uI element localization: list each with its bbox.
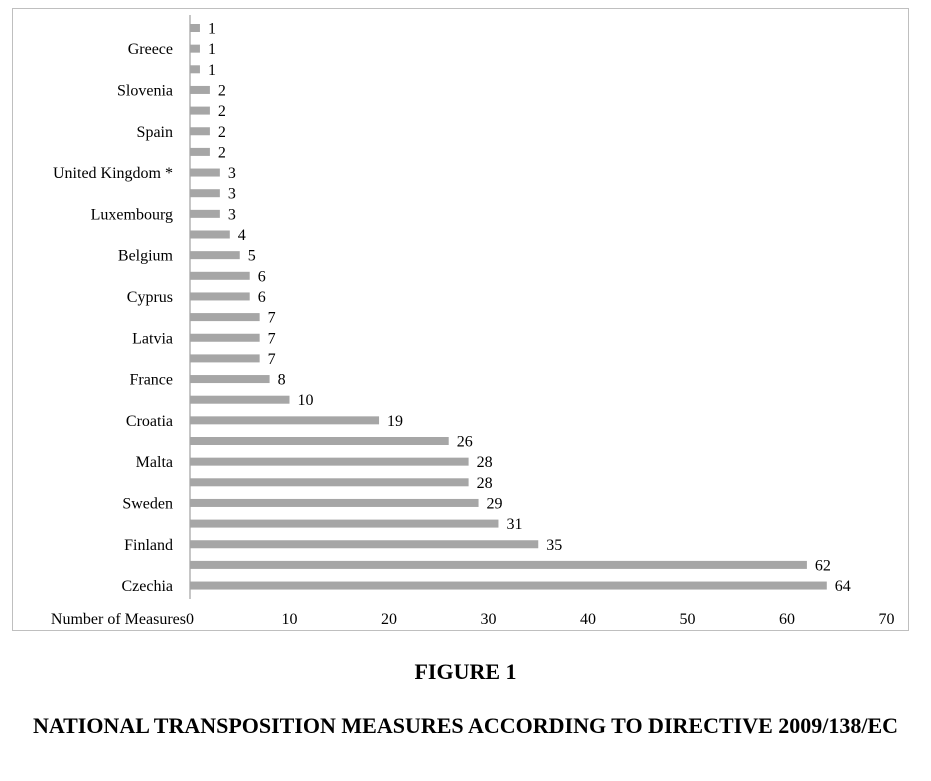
figure-label: FIGURE 1 [414, 659, 517, 684]
category-label: Latvia [132, 330, 173, 347]
data-label: 2 [218, 124, 226, 141]
data-label: 8 [278, 372, 286, 389]
x-axis-title: Number of Measures [51, 611, 186, 628]
bar [190, 271, 250, 280]
data-label: 2 [218, 144, 226, 161]
bar [190, 127, 210, 136]
category-label: Croatia [126, 413, 173, 430]
bar [190, 209, 220, 218]
bar [190, 251, 240, 260]
bar [190, 416, 380, 425]
bar [190, 147, 210, 156]
bar [190, 354, 260, 363]
category-label: Spain [137, 124, 173, 141]
data-label: 3 [228, 165, 236, 182]
data-label: 1 [208, 41, 216, 58]
bar [190, 395, 290, 404]
bar [190, 189, 220, 198]
data-label: 3 [228, 186, 236, 203]
data-label: 2 [218, 82, 226, 99]
data-label: 28 [477, 475, 493, 492]
bar [190, 230, 230, 239]
data-label: 19 [387, 413, 403, 430]
category-label: Finland [124, 537, 173, 554]
bar [190, 581, 827, 590]
x-tick-label: 10 [282, 611, 298, 628]
data-label: 1 [208, 21, 216, 38]
data-label: 6 [258, 289, 266, 306]
data-label: 7 [268, 330, 276, 347]
bar [190, 333, 260, 342]
bar [190, 498, 479, 507]
data-label: 28 [477, 454, 493, 471]
data-label: 62 [815, 557, 831, 574]
category-label: Slovenia [117, 82, 173, 99]
category-label: Greece [128, 41, 173, 58]
bar [190, 168, 220, 177]
data-label: 7 [268, 351, 276, 368]
x-tick-label: 30 [481, 611, 497, 628]
category-label: Sweden [122, 495, 173, 512]
category-label: Malta [136, 454, 173, 471]
x-tick-label: 0 [186, 611, 194, 628]
data-label: 29 [487, 495, 503, 512]
data-label: 6 [258, 268, 266, 285]
bar [190, 540, 539, 549]
x-tick-label: 50 [680, 611, 696, 628]
category-label: France [129, 372, 173, 389]
data-label: 5 [248, 248, 256, 265]
x-tick-label: 70 [879, 611, 895, 628]
category-label: Cyprus [127, 289, 173, 306]
bar [190, 457, 469, 466]
category-label: Luxembourg [91, 206, 173, 223]
data-label: 3 [228, 206, 236, 223]
bar [190, 560, 807, 569]
bar [190, 24, 200, 32]
data-label: 26 [457, 434, 473, 451]
bar [190, 375, 270, 384]
data-label: 7 [268, 310, 276, 327]
bar [190, 44, 200, 53]
data-label: 1 [208, 62, 216, 79]
data-label: 10 [298, 392, 314, 409]
x-tick-label: 60 [779, 611, 795, 628]
bar [190, 292, 250, 301]
data-label: 64 [835, 578, 851, 595]
bar [190, 85, 210, 94]
data-label: 2 [218, 103, 226, 120]
data-label: 4 [238, 227, 246, 244]
figure-caption: NATIONAL TRANSPOSITION MEASURES ACCORDIN… [32, 713, 899, 738]
category-label: Czechia [121, 578, 173, 595]
bar [190, 478, 469, 487]
bar [190, 65, 200, 74]
bar [190, 519, 499, 528]
category-label: United Kingdom * [53, 165, 173, 182]
bar [190, 106, 210, 115]
bar [190, 437, 449, 445]
x-tick-label: 20 [381, 611, 397, 628]
data-label: 35 [546, 537, 562, 554]
data-label: 31 [506, 516, 522, 533]
x-tick-label: 40 [580, 611, 596, 628]
category-label: Belgium [118, 248, 174, 265]
chart-frame: 1 1 Greece 1 2 Slovenia 2 2 Spain 2 3 United Kingdo… [12, 8, 909, 631]
bar [190, 313, 260, 322]
